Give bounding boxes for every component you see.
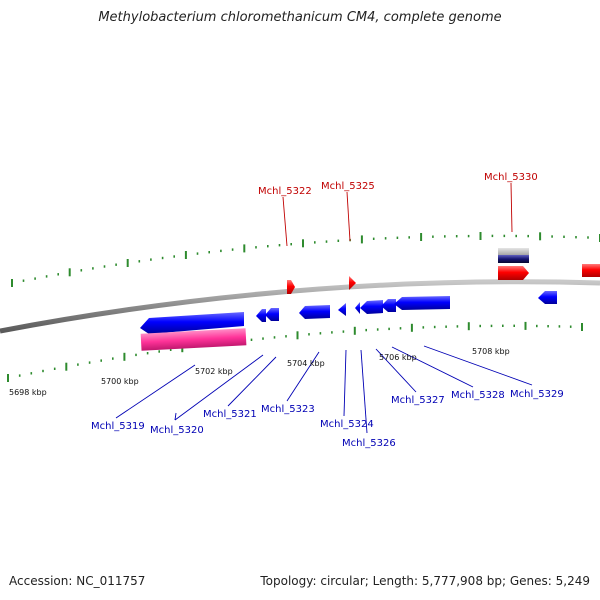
gene-arrow-mchl-5326-a[interactable] (355, 302, 360, 314)
gene-arrow-mchl-5323[interactable] (299, 305, 330, 319)
gene-label-mchl-5321[interactable]: Mchl_5321 (203, 409, 257, 420)
gene-label-mchl-5319[interactable]: Mchl_5319 (91, 421, 145, 432)
gene-label-mchl-5326[interactable]: Mchl_5326 (342, 438, 396, 449)
gene-arrow-edge[interactable] (582, 264, 600, 277)
gene-arrow-mchl-5329[interactable] (538, 291, 557, 304)
gene-arrow-mchl-5320[interactable] (140, 328, 247, 351)
accession-text: Accession: NC_011757 (9, 574, 146, 588)
leader-line (282, 196, 288, 247)
gene-arrow-mchl-5322[interactable] (287, 280, 295, 294)
gene-bar-grey[interactable] (498, 248, 529, 255)
scale-labels: 5698 kbp 5700 kbp 5702 kbp 5704 kbp 5706… (9, 347, 510, 397)
scale-label: 5706 kbp (379, 353, 417, 362)
gene-arrow-mchl-5321-a[interactable] (256, 309, 266, 322)
gene-label-mchl-5329[interactable]: Mchl_5329 (510, 389, 564, 400)
forward-gene-labels: Mchl_5322 Mchl_5325 Mchl_5330 (258, 172, 538, 197)
genome-backbone (0, 279, 600, 334)
scale-label: 5700 kbp (101, 377, 139, 386)
scale-label: 5702 kbp (195, 367, 233, 376)
map-title: Methylobacterium chloromethanicum CM4, c… (98, 10, 502, 25)
forward-genes (287, 248, 600, 294)
gene-arrow-mchl-5326-b[interactable] (360, 300, 383, 314)
gene-arrow-mchl-5319[interactable] (140, 312, 244, 334)
leader-line (360, 349, 368, 434)
gene-arrow-mchl-5321-b[interactable] (265, 308, 279, 321)
leader-line (115, 364, 196, 419)
leader-line (174, 412, 177, 421)
gene-label-mchl-5320[interactable]: Mchl_5320 (150, 425, 204, 436)
leader-line (391, 346, 474, 388)
gene-label-mchl-5327[interactable]: Mchl_5327 (391, 395, 445, 406)
scale-label: 5708 kbp (472, 347, 510, 356)
reverse-genes (140, 291, 557, 351)
gene-arrow-mchl-5327[interactable] (381, 299, 396, 312)
gene-label-mchl-5328[interactable]: Mchl_5328 (451, 390, 505, 401)
gene-label-mchl-5323[interactable]: Mchl_5323 (261, 404, 315, 415)
leader-line (286, 351, 320, 402)
scale-label: 5698 kbp (9, 388, 47, 397)
gene-arrow-mchl-5330[interactable] (498, 266, 529, 280)
gene-leader-lines (115, 182, 533, 434)
leader-line (375, 348, 417, 393)
scale-label: 5704 kbp (287, 359, 325, 368)
reverse-gene-labels: Mchl_5319 Mchl_5320 Mchl_5321 Mchl_5323 … (91, 389, 564, 449)
leader-line (510, 182, 513, 233)
forward-scale-ticks (11, 232, 600, 287)
gene-label-mchl-5322[interactable]: Mchl_5322 (258, 186, 312, 197)
gene-arrow-mchl-5328[interactable] (394, 296, 450, 310)
leader-line (423, 345, 533, 386)
leader-line (174, 354, 264, 421)
gene-label-mchl-5330[interactable]: Mchl_5330 (484, 172, 538, 183)
genome-summary-text: Topology: circular; Length: 5,777,908 bp… (260, 574, 590, 588)
gene-arrow-mchl-5324[interactable] (338, 303, 346, 316)
gene-label-mchl-5325[interactable]: Mchl_5325 (321, 181, 375, 192)
leader-line (343, 349, 347, 417)
leader-line (346, 191, 351, 242)
gene-bar-navy[interactable] (498, 255, 529, 263)
leader-line (227, 356, 277, 407)
gene-arrow-mchl-5325[interactable] (349, 276, 356, 290)
gene-label-mchl-5324[interactable]: Mchl_5324 (320, 419, 374, 430)
